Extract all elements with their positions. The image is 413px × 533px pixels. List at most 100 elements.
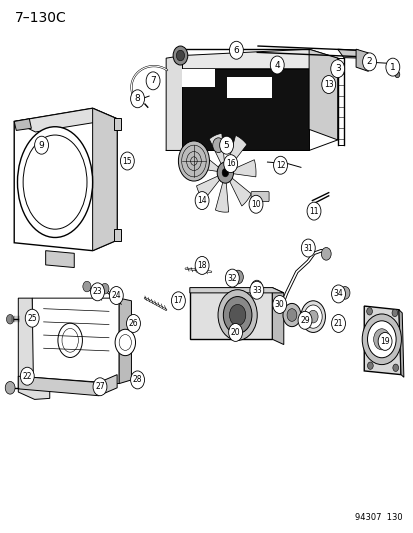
- Text: 33: 33: [252, 286, 261, 295]
- Circle shape: [35, 136, 48, 154]
- Polygon shape: [14, 108, 117, 132]
- Circle shape: [367, 362, 373, 369]
- Text: 14: 14: [197, 196, 206, 205]
- Text: 32: 32: [227, 273, 237, 282]
- Circle shape: [195, 191, 209, 209]
- Circle shape: [282, 303, 300, 327]
- Polygon shape: [93, 108, 117, 251]
- Circle shape: [219, 136, 233, 154]
- Circle shape: [131, 90, 144, 108]
- Polygon shape: [14, 108, 117, 251]
- Text: 13: 13: [323, 80, 333, 89]
- Text: 15: 15: [122, 157, 132, 166]
- Polygon shape: [227, 77, 272, 98]
- Circle shape: [321, 76, 335, 93]
- Text: 6: 6: [233, 46, 239, 55]
- Circle shape: [171, 292, 185, 310]
- Circle shape: [195, 256, 209, 274]
- Circle shape: [286, 309, 296, 321]
- Text: 19: 19: [380, 337, 389, 346]
- Circle shape: [223, 296, 252, 334]
- Circle shape: [387, 59, 394, 68]
- Text: 16: 16: [225, 159, 235, 168]
- Circle shape: [93, 378, 107, 395]
- Polygon shape: [182, 69, 309, 150]
- Polygon shape: [190, 288, 283, 293]
- Polygon shape: [232, 160, 255, 177]
- Ellipse shape: [17, 127, 93, 238]
- Text: 26: 26: [128, 319, 138, 328]
- Circle shape: [218, 290, 256, 341]
- Circle shape: [306, 202, 320, 220]
- Circle shape: [115, 329, 135, 356]
- Circle shape: [304, 305, 321, 328]
- Circle shape: [229, 41, 243, 59]
- Circle shape: [361, 314, 401, 365]
- Text: 2: 2: [366, 58, 371, 66]
- Circle shape: [90, 283, 104, 301]
- Circle shape: [100, 284, 109, 294]
- Circle shape: [272, 295, 286, 313]
- Polygon shape: [182, 49, 337, 69]
- Polygon shape: [119, 298, 131, 384]
- Text: 7–130C: 7–130C: [15, 11, 66, 25]
- Circle shape: [392, 364, 398, 372]
- Polygon shape: [363, 306, 400, 375]
- Circle shape: [339, 287, 349, 299]
- Text: 17: 17: [173, 296, 183, 305]
- Text: 28: 28: [133, 375, 142, 384]
- Text: 27: 27: [95, 382, 104, 391]
- Text: 94307  130: 94307 130: [355, 513, 402, 522]
- Circle shape: [146, 72, 160, 90]
- Circle shape: [217, 162, 233, 183]
- Circle shape: [249, 195, 262, 213]
- Text: 1: 1: [389, 62, 395, 71]
- Circle shape: [301, 239, 314, 257]
- Circle shape: [20, 367, 34, 385]
- Circle shape: [394, 71, 399, 78]
- Polygon shape: [227, 135, 246, 166]
- Text: 30: 30: [274, 300, 284, 309]
- Text: 9: 9: [38, 141, 44, 150]
- Circle shape: [131, 371, 144, 389]
- Circle shape: [308, 310, 317, 323]
- Polygon shape: [166, 55, 182, 150]
- Circle shape: [176, 50, 184, 61]
- Circle shape: [297, 311, 311, 329]
- Text: 4: 4: [274, 61, 279, 69]
- Polygon shape: [182, 69, 215, 87]
- Circle shape: [276, 302, 284, 313]
- Circle shape: [120, 152, 134, 170]
- Polygon shape: [229, 177, 251, 206]
- Text: 18: 18: [197, 261, 206, 270]
- Polygon shape: [195, 152, 218, 172]
- Polygon shape: [196, 176, 220, 200]
- Text: 12: 12: [275, 161, 285, 169]
- Text: 7: 7: [150, 76, 156, 85]
- Circle shape: [377, 333, 391, 350]
- Circle shape: [229, 304, 245, 326]
- Circle shape: [223, 155, 237, 173]
- Text: 5: 5: [223, 141, 229, 150]
- Polygon shape: [272, 288, 283, 344]
- Circle shape: [385, 58, 399, 76]
- Text: 11: 11: [309, 207, 318, 216]
- Circle shape: [249, 281, 263, 299]
- Circle shape: [373, 329, 389, 350]
- Text: 21: 21: [333, 319, 342, 328]
- Polygon shape: [209, 133, 224, 165]
- Text: 34: 34: [333, 289, 342, 298]
- FancyBboxPatch shape: [114, 229, 121, 241]
- Circle shape: [178, 141, 209, 181]
- Circle shape: [212, 138, 223, 152]
- Circle shape: [173, 46, 188, 65]
- Circle shape: [228, 324, 242, 342]
- Circle shape: [225, 269, 239, 287]
- Circle shape: [270, 56, 283, 74]
- Circle shape: [25, 309, 39, 327]
- Polygon shape: [18, 375, 117, 395]
- Text: 22: 22: [22, 372, 32, 381]
- Circle shape: [83, 281, 91, 292]
- Circle shape: [222, 168, 228, 177]
- Circle shape: [366, 308, 372, 315]
